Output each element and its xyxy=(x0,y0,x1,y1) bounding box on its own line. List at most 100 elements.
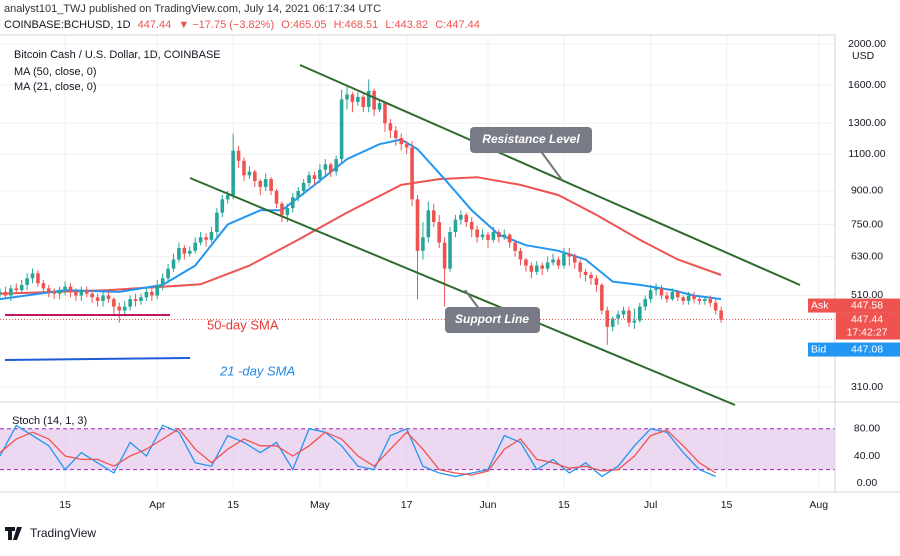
high: H:468.51 xyxy=(334,19,379,31)
candle-body xyxy=(480,234,485,238)
candle-body xyxy=(703,299,707,301)
candle-body xyxy=(518,250,523,260)
candle-body xyxy=(30,273,35,279)
candle-body xyxy=(610,318,615,327)
candle-body xyxy=(133,299,138,301)
candle-body xyxy=(328,164,333,172)
currency-unit: USD xyxy=(852,50,875,62)
candle-body xyxy=(594,278,599,285)
support-label: Support Line xyxy=(455,312,529,326)
candle-body xyxy=(280,203,284,215)
candle-body xyxy=(556,259,561,266)
candle-body xyxy=(177,248,181,260)
candle-body xyxy=(166,268,170,279)
candle-body xyxy=(497,232,501,238)
candle-body xyxy=(372,90,376,110)
ask-label: Ask xyxy=(811,299,829,311)
candle-body xyxy=(198,237,203,243)
candle-body xyxy=(670,291,675,300)
candle-body xyxy=(719,310,723,320)
resistance-label: Resistance Level xyxy=(482,132,580,146)
candle-body xyxy=(426,210,431,238)
y-tick-label: 310.00 xyxy=(851,381,883,393)
candle-body xyxy=(231,150,235,196)
candle-body xyxy=(388,123,393,131)
candle-body xyxy=(415,199,420,251)
publisher-line: analyst101_TWJ published on TradingView.… xyxy=(4,3,381,15)
candle-body xyxy=(301,182,306,191)
candle-body xyxy=(529,265,534,272)
candle-body xyxy=(572,256,577,263)
x-tick-label: 15 xyxy=(227,499,239,511)
candle-body xyxy=(225,195,230,200)
x-tick-label: Jul xyxy=(644,499,657,511)
stoch-title: Stoch (14, 1, 3) xyxy=(12,415,87,427)
candle-body xyxy=(453,219,458,233)
candle-body xyxy=(139,297,143,301)
candle-body xyxy=(144,291,149,298)
close: C:447.44 xyxy=(435,19,480,31)
symbol: COINBASE:BCHUSD, 1D xyxy=(4,19,131,31)
candle-body xyxy=(377,103,382,110)
candle-body xyxy=(686,295,691,301)
candle-body xyxy=(632,320,637,323)
candle-body xyxy=(605,310,610,327)
candle-body xyxy=(545,262,550,269)
candle-body xyxy=(0,291,2,294)
candle-body xyxy=(383,103,387,124)
chart-title: Bitcoin Cash / U.S. Dollar, 1D, COINBASE xyxy=(14,49,221,61)
candle-body xyxy=(551,259,555,263)
ask-box xyxy=(808,298,900,313)
candle-body xyxy=(540,265,545,269)
candle-body xyxy=(507,234,512,243)
last-value: 447.44 xyxy=(851,313,883,325)
candle-body xyxy=(431,210,436,223)
y-tick-label: 900.00 xyxy=(851,185,883,197)
candle-body xyxy=(692,295,696,300)
candle-body xyxy=(708,299,713,303)
candle-body xyxy=(215,212,219,233)
candle-body xyxy=(253,171,257,181)
candle-body xyxy=(117,306,122,311)
candle-body xyxy=(258,180,263,187)
stoch-band xyxy=(0,428,835,470)
candle-body xyxy=(68,286,73,292)
candle-body xyxy=(459,214,463,220)
bid-box xyxy=(808,342,900,357)
y-tick-label: 1600.00 xyxy=(848,79,886,91)
candle-body xyxy=(204,237,208,240)
candle-body xyxy=(616,314,620,319)
series-line xyxy=(0,138,722,301)
candle-body xyxy=(448,232,452,269)
candle-body xyxy=(79,290,84,296)
last-price: 447.44 xyxy=(138,19,172,31)
candle-body xyxy=(583,271,588,275)
candle-body xyxy=(534,265,539,272)
candle-body xyxy=(182,248,187,254)
candle-body xyxy=(150,291,154,296)
x-tick-label: Jun xyxy=(480,499,497,511)
candle-body xyxy=(394,130,398,138)
candle-body xyxy=(112,299,116,307)
candle-body xyxy=(122,306,127,311)
candle-body xyxy=(469,222,474,230)
candle-body xyxy=(247,171,252,176)
candle-body xyxy=(36,273,40,284)
candle-body xyxy=(57,290,62,294)
candle-body xyxy=(160,278,165,285)
candle-body xyxy=(90,293,94,298)
candle-body xyxy=(659,288,664,296)
candle-body xyxy=(562,253,566,266)
candle-body xyxy=(14,288,19,291)
candle-body xyxy=(274,190,279,204)
x-tick-label: Apr xyxy=(149,499,166,511)
candle-body xyxy=(193,242,197,251)
x-tick-label: 15 xyxy=(721,499,733,511)
y-tick-label: 630.00 xyxy=(851,250,883,262)
candle-body xyxy=(404,144,409,148)
sma50-label: 50-day SMA xyxy=(207,317,279,332)
marks-layer xyxy=(0,79,835,478)
candle-body xyxy=(334,159,338,172)
x-tick-label: 15 xyxy=(59,499,71,511)
